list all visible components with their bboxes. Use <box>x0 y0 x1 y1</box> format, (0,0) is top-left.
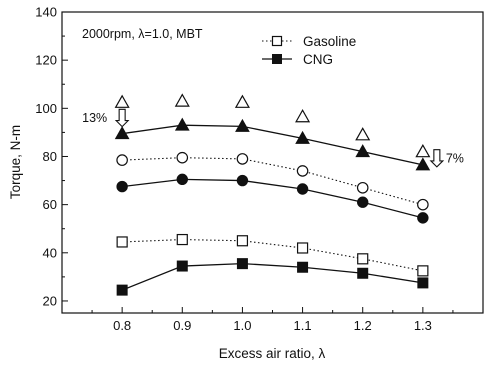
marker-cng-triangle <box>415 157 431 171</box>
marker-cng-triangle <box>355 144 371 158</box>
series-line-gasoline-square <box>122 239 423 272</box>
marker-cng-square <box>417 277 429 289</box>
down-arrow-icon <box>114 108 130 128</box>
x-axis-label: Excess air ratio, λ <box>219 346 326 361</box>
y-tick-label: 80 <box>43 149 57 164</box>
x-tick-label: 0.8 <box>113 318 131 333</box>
marker-cng-square <box>176 260 188 272</box>
condition-label: 2000rpm, λ=1.0, MBT <box>82 27 203 41</box>
series-lines <box>121 124 424 291</box>
marker-cng-square <box>297 261 309 273</box>
marker-gasoline-triangle <box>174 93 190 107</box>
axis-ticks: 0.8 0.9 1.0 1.1 1.2 1.3 20 40 60 80 100 120 140 <box>35 5 454 333</box>
annotation-label: 7% <box>446 151 464 165</box>
marker-cng-triangle <box>235 118 250 132</box>
down-arrow-icon <box>429 149 445 168</box>
marker-cng-triangle <box>295 130 310 144</box>
marker-cng-square <box>116 284 128 296</box>
marker-cng-circle <box>417 212 429 224</box>
marker-gasoline-square <box>417 265 429 277</box>
y-tick-label: 20 <box>43 293 57 308</box>
x-tick-label: 1.1 <box>294 318 312 333</box>
y-tick-label: 100 <box>35 101 57 116</box>
y-tick-label: 120 <box>35 53 57 68</box>
marker-cng-triangle <box>174 117 190 131</box>
marker-gasoline-triangle <box>415 143 431 158</box>
marker-gasoline-circle <box>176 151 189 164</box>
x-tick-label: 1.2 <box>354 318 372 333</box>
series-line-cng-square <box>121 262 423 291</box>
marker-gasoline-square <box>176 233 188 246</box>
annotation-label: 13% <box>82 111 107 125</box>
marker-cng-circle <box>116 180 128 193</box>
legend-marker-cng <box>272 54 282 64</box>
x-tick-label: 0.9 <box>173 318 191 333</box>
marker-gasoline-circle <box>116 154 128 166</box>
marker-gasoline-circle <box>236 153 249 165</box>
marker-gasoline-circle <box>417 198 429 211</box>
legend-label-gasoline: Gasoline <box>303 34 356 49</box>
marker-gasoline-square <box>357 253 369 265</box>
marker-gasoline-square <box>236 235 249 247</box>
y-tick-label: 40 <box>43 245 57 260</box>
legend-label-cng: CNG <box>303 52 333 67</box>
series-markers <box>114 93 431 296</box>
series-line-cng-triangle <box>122 124 423 166</box>
marker-gasoline-square <box>296 242 309 254</box>
x-tick-label: 1.0 <box>233 318 251 333</box>
marker-gasoline-circle <box>356 181 369 194</box>
marker-cng-square <box>236 258 248 270</box>
series-line-cng-circle <box>122 178 424 219</box>
marker-gasoline-triangle <box>234 94 250 108</box>
marker-cng-circle <box>236 174 249 187</box>
marker-cng-circle <box>357 196 369 208</box>
x-tick-label: 1.3 <box>414 318 432 333</box>
y-tick-label: 140 <box>35 5 57 20</box>
marker-cng-circle <box>176 173 188 186</box>
marker-gasoline-square <box>116 236 128 248</box>
y-tick-label: 60 <box>43 197 57 212</box>
legend: Gasoline CNG <box>262 34 356 67</box>
marker-gasoline-triangle <box>355 127 371 141</box>
marker-gasoline-triangle <box>295 109 311 123</box>
annotations: 13% 7% <box>82 108 464 168</box>
marker-cng-circle <box>296 183 309 195</box>
marker-cng-square <box>357 267 369 279</box>
marker-gasoline-circle <box>296 165 309 177</box>
y-axis-label: Torque, N-m <box>8 125 23 199</box>
marker-cng-triangle <box>114 126 130 140</box>
legend-marker-gasoline <box>271 35 283 47</box>
marker-gasoline-triangle <box>114 94 130 108</box>
